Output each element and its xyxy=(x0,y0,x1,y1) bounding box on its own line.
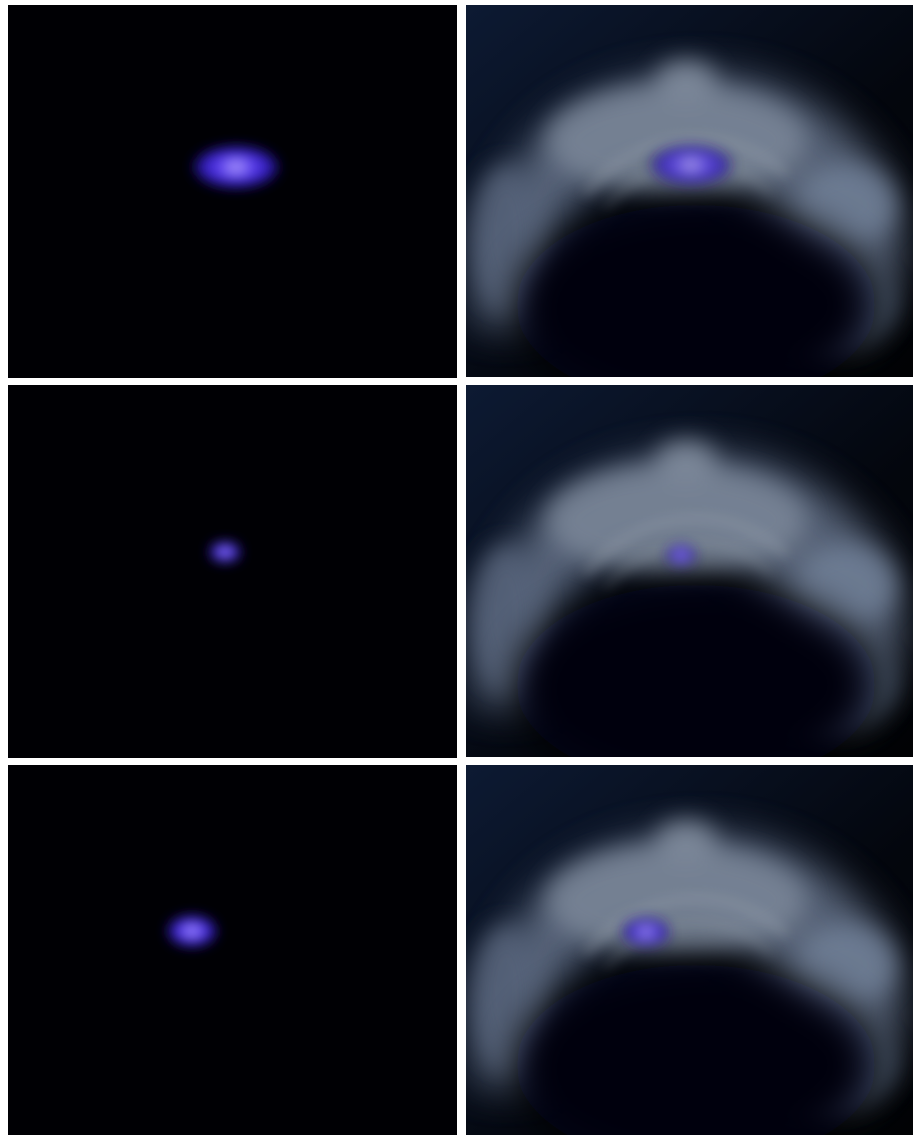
panel-right-1 xyxy=(466,5,913,405)
panel-left-3 xyxy=(8,765,457,1135)
panel-left-1 xyxy=(8,5,457,378)
panel-right-3 xyxy=(466,765,913,1135)
panel-left-2 xyxy=(8,385,457,758)
panel-right-2 xyxy=(466,385,913,785)
